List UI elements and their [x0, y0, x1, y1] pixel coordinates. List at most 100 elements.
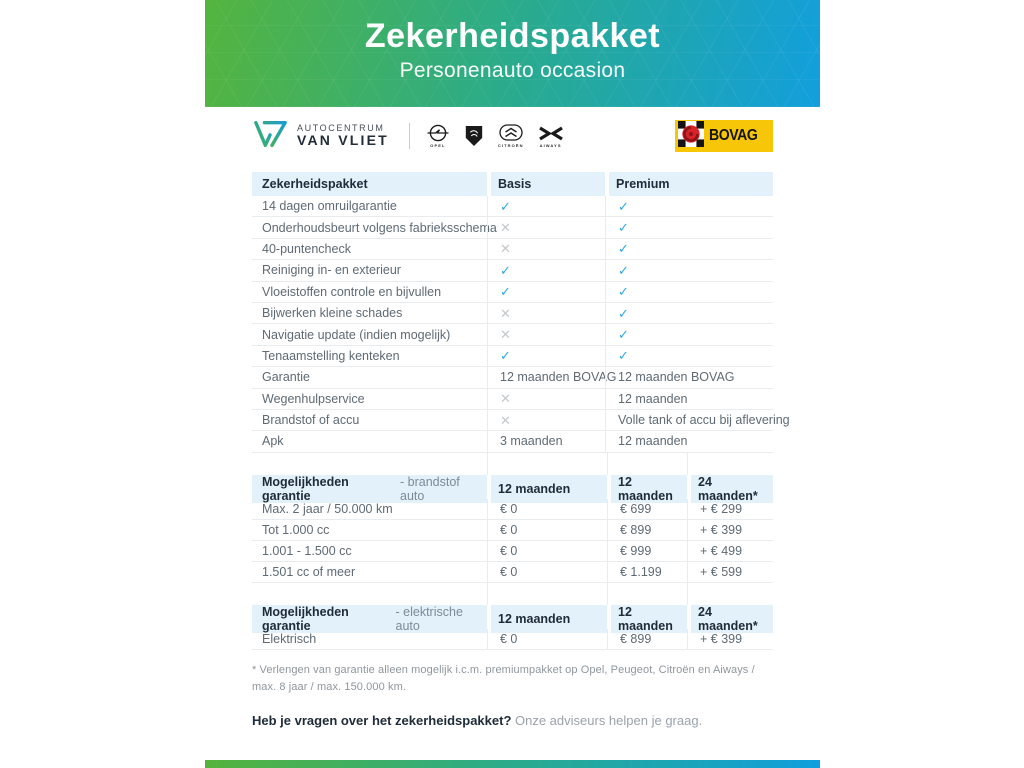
row-label: Garantie [262, 370, 310, 385]
status-cell: ✓ [487, 281, 605, 302]
status-cell: ✕ [487, 388, 605, 409]
check-icon: ✓ [618, 262, 629, 278]
cell-value: 12 maanden [605, 431, 773, 452]
cell-value: + € 399 [687, 628, 773, 649]
table-row: Navigatie update (indien mogelijk) ✕ ✓ [252, 324, 773, 346]
check-icon: ✓ [618, 284, 629, 300]
column-header: 12 maanden [607, 474, 687, 503]
page-subtitle: Personenauto occasion [399, 59, 626, 82]
column-header: Premium [605, 172, 773, 196]
table-row: Tot 1.000 cc € 0 € 899 + € 399 [252, 519, 773, 541]
check-icon: ✓ [618, 327, 629, 343]
cell-value: + € 599 [687, 561, 773, 582]
column-header: 24 maanden* [687, 604, 773, 633]
check-icon: ✓ [500, 284, 511, 300]
cell-value: € 899 [607, 628, 687, 649]
header-banner: Zekerheidspakket Personenauto occasion [205, 0, 820, 107]
column-header: 12 maanden [487, 474, 607, 503]
check-icon: ✓ [618, 198, 629, 214]
status-cell: ✓ [487, 260, 605, 281]
cell-value: Volle tank of accu bij aflevering [605, 409, 790, 431]
cross-icon: ✕ [500, 241, 511, 257]
check-icon: ✓ [500, 198, 511, 214]
table-row: 40-puntencheck ✕ ✓ [252, 238, 773, 261]
electric-table-header: Mogelijkheden garantie - elektrische aut… [252, 604, 773, 633]
table-spacer [252, 582, 773, 605]
status-cell: ✓ [487, 196, 605, 217]
status-cell: ✓ [487, 345, 605, 367]
bovag-wheel-icon [678, 120, 705, 152]
column-header: 24 maanden* [687, 474, 773, 503]
check-icon: ✓ [618, 220, 629, 236]
status-cell: ✓ [605, 217, 773, 238]
status-cell: ✓ [605, 324, 773, 345]
row-label: 14 dagen omruilgarantie [262, 199, 397, 214]
cell-value: € 0 [487, 561, 607, 582]
table-row: Apk 3 maanden 12 maanden [252, 431, 773, 453]
status-cell: ✓ [605, 196, 773, 217]
electric-header-bold: Mogelijkheden garantie [262, 604, 349, 633]
dealer-logo: AUTOCENTRUM VAN VLIET [252, 117, 389, 156]
column-header: Mogelijkheden garantie - brandstof auto [252, 474, 487, 503]
electric-table-body: Elektrisch € 0 € 899 + € 399 [252, 628, 773, 650]
table-spacer [252, 452, 773, 475]
row-label: Tot 1.000 cc [262, 522, 330, 537]
cell-value: € 699 [607, 498, 687, 519]
row-label: Navigatie update (indien mogelijk) [262, 327, 451, 342]
table-row: Wegenhulpservice ✕ 12 maanden [252, 388, 773, 410]
table-row: Bijwerken kleine schades ✕ ✓ [252, 302, 773, 325]
fuel-header-bold: Mogelijkheden garantie [262, 474, 349, 503]
page-title: Zekerheidspakket [364, 17, 661, 55]
cell-value: + € 299 [687, 498, 773, 519]
cell-value: € 0 [487, 540, 607, 561]
check-icon: ✓ [618, 348, 629, 364]
table-row: 14 dagen omruilgarantie ✓ ✓ [252, 196, 773, 218]
table-row: Max. 2 jaar / 50.000 km € 0 € 699 + € 299 [252, 498, 773, 520]
citroen-label: CITROËN [497, 143, 524, 148]
table-row: Onderhoudsbeurt volgens fabrieksschema ✕ ✓ [252, 217, 773, 239]
status-cell: ✕ [487, 324, 605, 345]
cross-icon: ✕ [500, 305, 511, 321]
check-icon: ✓ [618, 241, 629, 257]
column-header: 12 maanden [487, 604, 607, 633]
cell-value: 12 maanden BOVAG [605, 367, 773, 388]
row-label: Wegenhulpservice [262, 391, 365, 406]
cell-value: € 0 [487, 519, 607, 540]
row-label: 40-puntencheck [262, 241, 351, 256]
table-row: Tenaamstelling kenteken ✓ ✓ [252, 345, 773, 368]
electric-header-rest: - elektrische auto [395, 604, 463, 633]
dealer-name-top: AUTOCENTRUM [297, 122, 385, 133]
dealer-wordmark: AUTOCENTRUM VAN VLIET [297, 122, 389, 148]
logo-divider [408, 123, 410, 149]
peugeot-logo [464, 125, 484, 147]
check-icon: ✓ [618, 305, 629, 321]
row-label: Vloeistoffen controle en bijvullen [262, 284, 442, 299]
opel-logo: OPEL [426, 124, 450, 148]
row-label: Bijwerken kleine schades [262, 306, 403, 321]
column-header: Mogelijkheden garantie - elektrische aut… [252, 604, 487, 633]
cross-icon: ✕ [500, 220, 511, 236]
cell-value: € 899 [607, 519, 687, 540]
check-icon: ✓ [500, 348, 511, 364]
cross-icon: ✕ [500, 412, 511, 428]
column-header: Zekerheidspakket [252, 172, 487, 196]
table-row: Elektrisch € 0 € 899 + € 399 [252, 628, 773, 650]
row-label: Brandstof of accu [262, 413, 360, 428]
status-cell: ✓ [605, 302, 773, 324]
table-row: 1.501 cc of meer € 0 € 1.199 + € 599 [252, 561, 773, 583]
status-cell: ✓ [605, 281, 773, 302]
cta-question: Heb je vragen over het zekerheidspakket? [252, 712, 512, 728]
cell-value: € 999 [607, 540, 687, 561]
van-vliet-v7-icon [252, 117, 290, 156]
comparison-table-body: 14 dagen omruilgarantie ✓ ✓ Onderhoudsbeurt… [252, 196, 790, 453]
table-row: Brandstof of accu ✕ Volle tank of accu bij… [252, 409, 790, 432]
row-label: Apk [262, 434, 284, 449]
status-cell: ✕ [487, 302, 605, 324]
row-label: 1.001 - 1.500 cc [262, 543, 352, 558]
cell-value: 12 maanden [605, 388, 773, 409]
cell-value: 3 maanden [487, 431, 605, 452]
comparison-table-header: Zekerheidspakket Basis Premium [252, 172, 773, 196]
row-label: 1.501 cc of meer [262, 564, 356, 579]
cell-value: € 0 [487, 628, 607, 649]
row-label: Onderhoudsbeurt volgens fabrieksschema [262, 220, 497, 235]
